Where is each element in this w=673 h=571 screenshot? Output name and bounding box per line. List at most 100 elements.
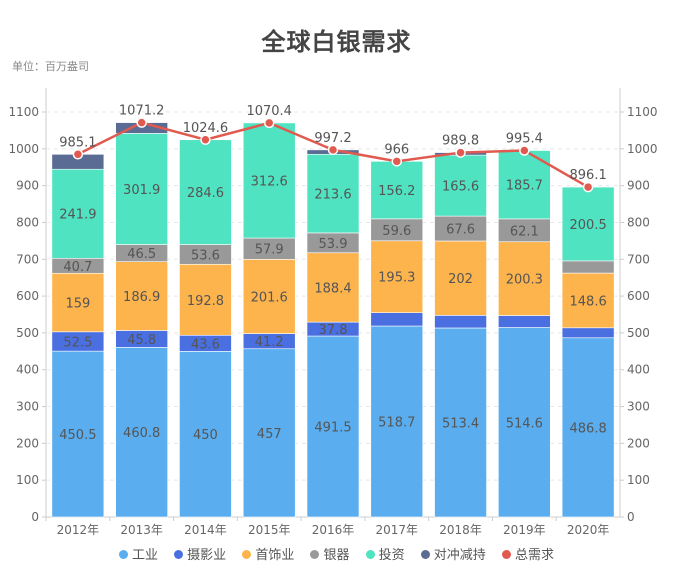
bar-segment-label: 200.5: [570, 218, 607, 233]
bar-segment-label: 284.6: [187, 186, 224, 201]
bar-segment-4[interactable]: [434, 154, 487, 217]
bar-segment-0[interactable]: [498, 327, 551, 518]
y-tick-label: 700: [16, 252, 39, 266]
bar-segment-3[interactable]: [434, 215, 487, 242]
legend-label: 投资: [378, 548, 405, 563]
legend-dot-icon: [119, 550, 129, 559]
y-tick-label: 1100: [8, 105, 39, 119]
y-tick-label: 1000: [8, 142, 39, 156]
x-tick-label: 2013年: [120, 523, 163, 537]
total-demand-point[interactable]: [327, 144, 339, 156]
bar-segment-label: 159: [65, 297, 90, 312]
bar-segment-label: 241.9: [59, 208, 96, 223]
bar-segment-0[interactable]: [179, 351, 232, 518]
bar-segment-label: 486.8: [570, 421, 607, 436]
bar-segment-2[interactable]: [561, 272, 615, 329]
bar-segment-label: 188.4: [314, 281, 351, 296]
legend-item-jewelry[interactable]: 首饰业: [242, 544, 294, 563]
bar-segment-0[interactable]: [306, 335, 360, 518]
legend-label: 工业: [132, 548, 159, 563]
bar-segment-label: 195.3: [378, 271, 415, 286]
bar-segment-4[interactable]: [51, 168, 105, 259]
total-demand-label: 997.2: [314, 131, 351, 146]
total-demand-point[interactable]: [200, 134, 211, 146]
bar-segment-label: 457: [257, 427, 282, 442]
y-tick-label-right: 500: [627, 326, 650, 340]
total-demand-point[interactable]: [136, 117, 147, 128]
y-tick-label-right: 700: [627, 252, 650, 266]
total-demand-point[interactable]: [391, 156, 403, 167]
chart-title: 全球白银需求: [261, 28, 412, 56]
bar-segment-label: 67.6: [446, 223, 475, 238]
x-tick-label: 2012年: [57, 523, 100, 537]
bar-segment-label: 192.8: [187, 294, 224, 309]
bar-segment-label: 213.6: [314, 188, 351, 203]
bar-segment-1[interactable]: [370, 312, 424, 327]
bar-segment-0[interactable]: [51, 350, 105, 518]
y-tick-label-right: 100: [627, 473, 650, 487]
legend-label: 摄影业: [187, 548, 227, 563]
bar-segment-2[interactable]: [498, 241, 551, 316]
bar-segment-label: 156.2: [378, 184, 415, 199]
x-tick-label: 2016年: [312, 523, 355, 537]
y-tick-label: 100: [16, 473, 39, 487]
bar-segment-1[interactable]: [561, 327, 615, 339]
y-tick-label-right: 800: [627, 215, 650, 229]
bar-segment-label: 148.6: [570, 294, 607, 309]
bar-segment-4[interactable]: [561, 186, 615, 262]
bar-segment-label: 43.6: [191, 337, 220, 352]
y-tick-label: 0: [31, 510, 39, 524]
total-demand-label: 995.4: [506, 132, 543, 147]
bar-segment-1[interactable]: [498, 315, 551, 328]
total-demand-point[interactable]: [263, 117, 275, 129]
bar-segment-2[interactable]: [115, 261, 168, 331]
bar-segment-0[interactable]: [242, 348, 296, 518]
bar-segment-label: 518.7: [378, 416, 415, 431]
bar-segment-4[interactable]: [498, 150, 551, 220]
bar-segment-4[interactable]: [306, 153, 360, 234]
bar-segment-3[interactable]: [561, 260, 615, 274]
bar-segment-label: 202: [448, 272, 473, 287]
bar-segment-label: 450.5: [59, 428, 96, 443]
legend-item-investment[interactable]: 投资: [365, 544, 405, 563]
total-demand-label: 896.1: [570, 168, 607, 183]
bar-segment-label: 513.4: [442, 416, 479, 431]
bar-segment-2[interactable]: [51, 272, 105, 333]
legend-item-photography[interactable]: 摄影业: [174, 544, 226, 563]
bar-segment-4[interactable]: [115, 133, 168, 245]
bar-segment-label: 450: [193, 428, 218, 443]
total-demand-point[interactable]: [519, 145, 530, 156]
bar-segment-2[interactable]: [242, 259, 296, 334]
bar-segment-4[interactable]: [242, 122, 296, 239]
total-demand-point[interactable]: [455, 147, 466, 158]
bar-segment-label: 185.7: [506, 179, 543, 194]
legend-item-industrial[interactable]: 工业: [119, 544, 158, 563]
bar-segment-label: 514.6: [506, 416, 543, 431]
bar-segment-label: 52.5: [63, 335, 92, 350]
bar-segment-1[interactable]: [434, 315, 487, 329]
legend-item-total-demand[interactable]: 总需求: [501, 544, 554, 563]
legend-item-silverware[interactable]: 银器: [310, 544, 350, 563]
legend-label: 首饰业: [255, 548, 295, 563]
bar-segment-0[interactable]: [434, 327, 487, 518]
bar-segment-0[interactable]: [115, 347, 168, 518]
x-tick-label: 2019年: [503, 523, 546, 537]
bar-segment-2[interactable]: [306, 252, 360, 323]
y-tick-label: 600: [16, 289, 39, 303]
bar-segment-label: 46.5: [127, 247, 156, 262]
total-demand-point[interactable]: [72, 149, 84, 160]
legend-dot-icon: [501, 550, 511, 559]
legend-item-hedging[interactable]: 对冲减持: [420, 544, 486, 563]
bar-segment-label: 186.9: [123, 290, 160, 305]
x-tick-label: 2020年: [567, 523, 610, 537]
bar-segment-label: 62.1: [510, 224, 539, 239]
y-tick-label: 300: [16, 400, 39, 414]
y-tick-label-right: 200: [627, 436, 650, 450]
total-demand-point[interactable]: [582, 181, 594, 193]
bar-segment-0[interactable]: [370, 325, 424, 518]
bar-segment-label: 491.5: [314, 421, 351, 436]
bar-segment-4[interactable]: [370, 161, 424, 220]
x-tick-label: 2015年: [248, 523, 291, 537]
y-tick-label-right: 0: [627, 510, 635, 524]
